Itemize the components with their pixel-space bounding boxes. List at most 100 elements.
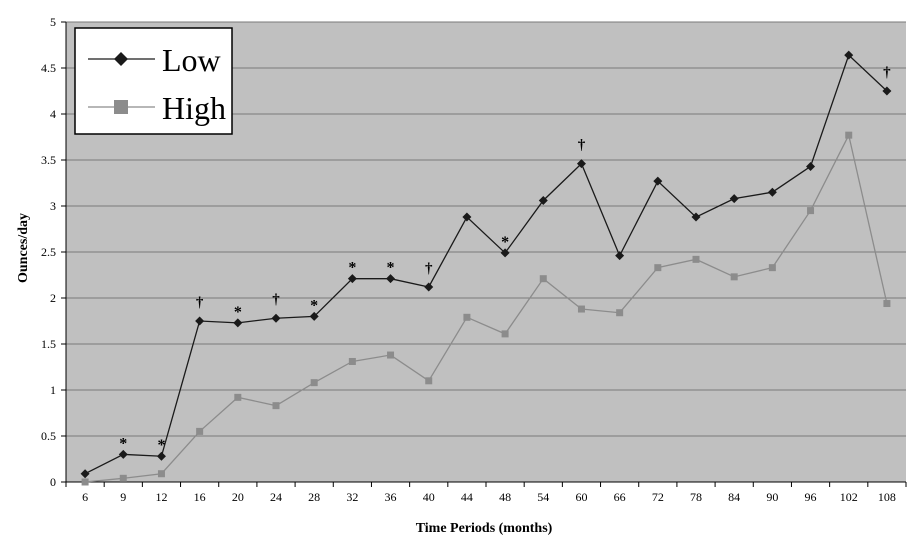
x-tick-label: 60 — [575, 490, 587, 504]
data-point-high — [387, 351, 395, 359]
data-point-high — [807, 207, 815, 215]
data-point-high — [616, 309, 624, 317]
x-tick-label: 78 — [690, 490, 702, 504]
data-point-low — [195, 316, 205, 326]
y-tick-label: 3.5 — [41, 153, 56, 167]
x-tick-label: 20 — [232, 490, 244, 504]
x-tick-label: 72 — [652, 490, 664, 504]
y-tick-label: 2 — [50, 291, 56, 305]
x-tick-label: 16 — [194, 490, 206, 504]
data-point-low — [729, 194, 739, 204]
x-tick-label: 48 — [499, 490, 511, 504]
x-tick-label: 96 — [805, 490, 817, 504]
data-point-high — [425, 377, 433, 385]
data-point-high — [845, 131, 853, 139]
data-point-high — [577, 305, 585, 313]
data-point-high — [768, 264, 776, 272]
x-tick-label: 102 — [840, 490, 858, 504]
annotation-asterisk: * — [234, 304, 242, 321]
legend-marker-high — [114, 100, 128, 114]
x-tick-label: 54 — [537, 490, 549, 504]
data-point-high — [730, 273, 738, 281]
x-tick-label: 32 — [346, 490, 358, 504]
y-tick-label: 0 — [50, 475, 56, 489]
data-point-low — [309, 311, 319, 321]
x-tick-label: 40 — [423, 490, 435, 504]
data-point-low — [118, 449, 128, 459]
legend-label-high: High — [162, 90, 226, 126]
data-point-high — [157, 470, 165, 478]
series-line-high — [85, 133, 888, 483]
x-axis-title: Time Periods (months) — [416, 521, 553, 536]
x-tick-label: 66 — [614, 490, 626, 504]
data-point-high — [310, 379, 318, 387]
data-point-high — [348, 357, 356, 365]
data-point-low — [806, 161, 816, 171]
data-point-high — [501, 330, 509, 338]
annotation-dagger: † — [196, 295, 204, 311]
x-tick-label: 108 — [878, 490, 896, 504]
data-point-high — [883, 300, 891, 308]
annotation-dagger: † — [272, 292, 280, 308]
annotation-dagger: † — [425, 261, 433, 277]
data-point-low — [271, 313, 281, 323]
x-tick-label: 36 — [385, 490, 397, 504]
data-point-low — [538, 195, 548, 205]
data-point-high — [654, 264, 662, 272]
data-point-high — [539, 275, 547, 283]
data-point-low — [347, 274, 357, 284]
data-point-low — [500, 248, 510, 258]
axes — [61, 21, 907, 487]
data-point-low — [767, 187, 777, 197]
tick-labels: 0 0.5 1 1.5 2 2.5 3 3.5 4 4.5 5 6 9 12 16 20 24 28 32 36 40 4… — [41, 15, 896, 504]
data-point-high — [692, 255, 700, 263]
y-tick-label: 3 — [50, 199, 56, 213]
data-point-high — [81, 478, 89, 486]
data-point-low — [233, 318, 243, 328]
x-tick-label: 90 — [766, 490, 778, 504]
legend-box — [74, 27, 233, 135]
y-tick-label: 1.5 — [41, 337, 56, 351]
data-point-low — [882, 86, 892, 96]
legend: Low High — [74, 27, 233, 135]
x-tick-label: 24 — [270, 490, 282, 504]
annotation-asterisk: * — [501, 234, 509, 251]
x-tick-label: 44 — [461, 490, 473, 504]
y-tick-label: 4 — [50, 107, 56, 121]
series-group — [80, 50, 892, 486]
data-point-low — [576, 159, 586, 169]
annotation-asterisk: * — [119, 435, 127, 452]
annotation-dagger: † — [883, 65, 891, 81]
x-tick-label: 6 — [82, 490, 88, 504]
annotation-asterisk: * — [387, 260, 395, 277]
data-point-high — [272, 402, 280, 410]
data-point-low — [424, 282, 434, 292]
data-point-high — [119, 474, 127, 482]
data-point-high — [463, 313, 471, 321]
data-point-low — [615, 251, 625, 261]
x-tick-label: 9 — [120, 490, 126, 504]
y-tick-label: 5 — [50, 15, 56, 29]
data-point-high — [196, 427, 204, 435]
series-line-low — [84, 53, 888, 475]
annotation-dagger: † — [578, 138, 586, 154]
data-point-low — [653, 176, 663, 186]
y-tick-label: 0.5 — [41, 429, 56, 443]
y-tick-label: 1 — [50, 383, 56, 397]
annotation-asterisk: * — [348, 260, 356, 277]
data-point-low — [844, 50, 854, 60]
annotations: * * † * † * * * † * † † — [119, 65, 891, 454]
x-tick-label: 84 — [728, 490, 740, 504]
data-point-low — [386, 274, 396, 284]
x-tick-label: 12 — [155, 490, 167, 504]
data-point-low — [156, 451, 166, 461]
legend-marker-low — [114, 52, 128, 66]
y-tick-label: 4.5 — [41, 61, 56, 75]
annotation-asterisk: * — [157, 437, 165, 454]
data-point-high — [234, 393, 242, 401]
data-point-low — [691, 212, 701, 222]
legend-label-low: Low — [162, 42, 221, 78]
y-axis-title: Ounces/day — [16, 213, 31, 283]
